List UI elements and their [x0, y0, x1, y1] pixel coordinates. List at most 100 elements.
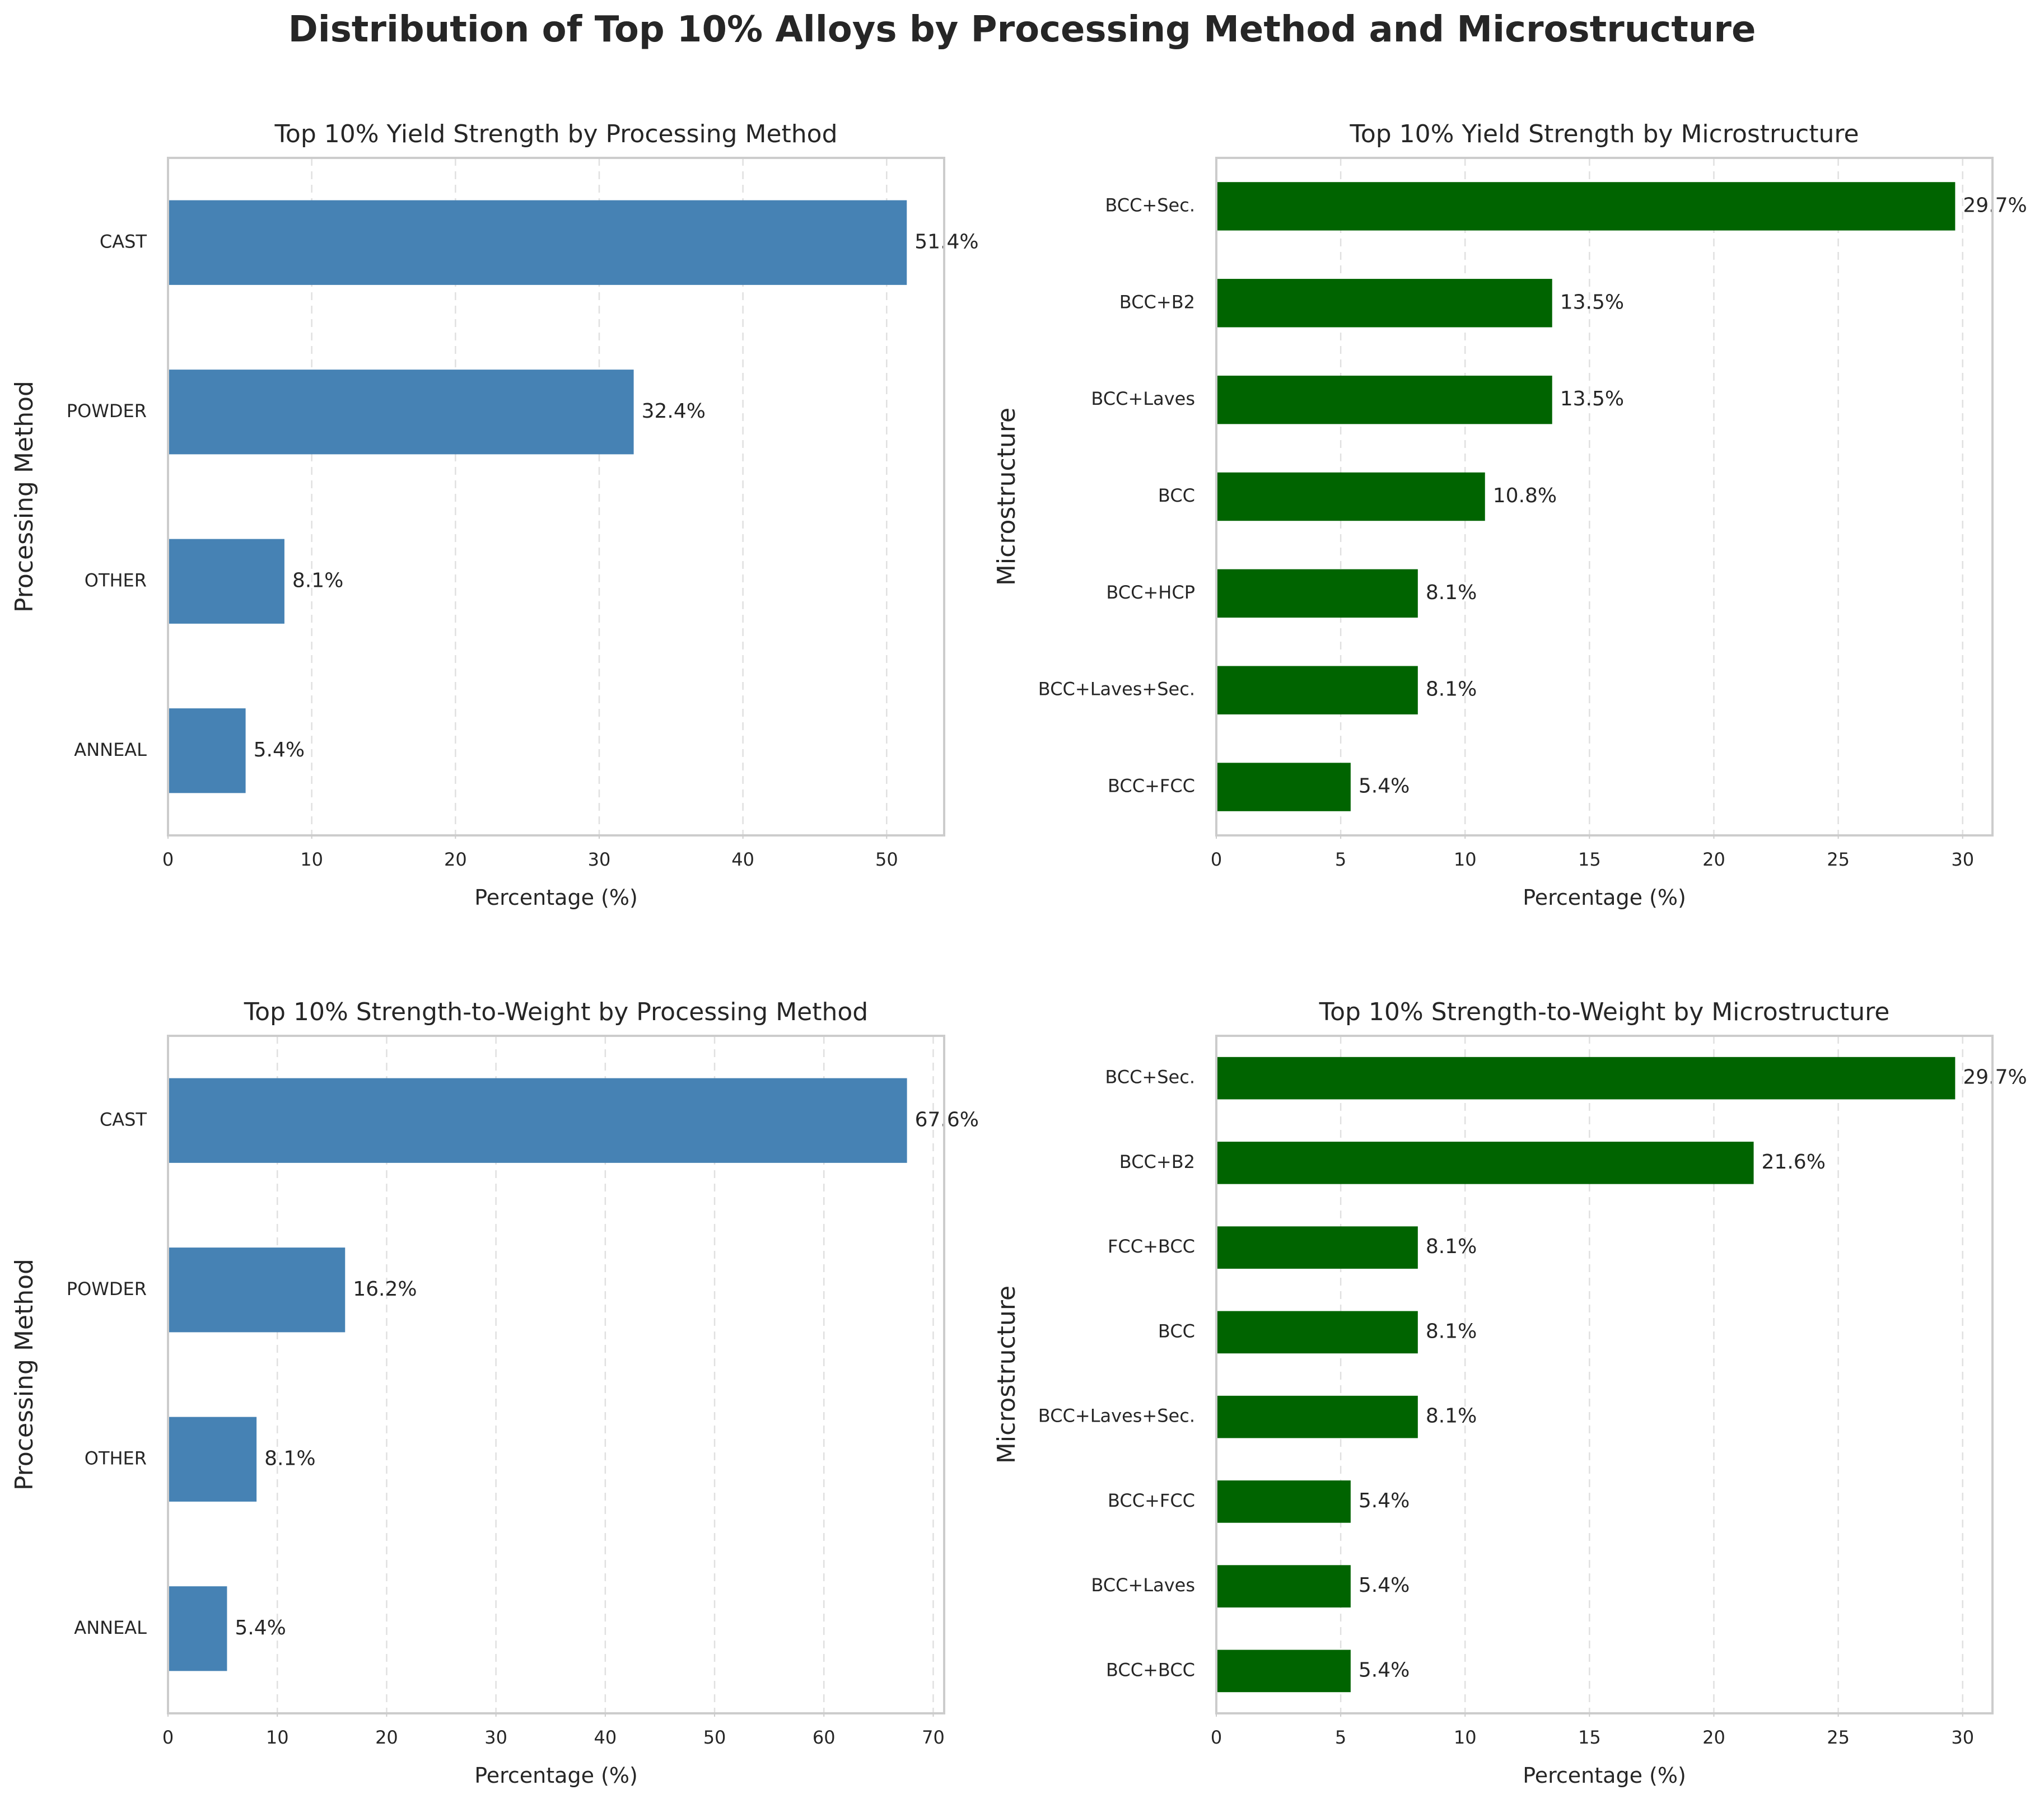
plot-frame — [1215, 157, 1994, 837]
bar — [1216, 666, 1418, 714]
x-tick-label: 10 — [300, 849, 323, 870]
data-label: 8.1% — [1426, 1320, 1477, 1343]
bar — [168, 708, 246, 793]
y-axis-label: Microstructure — [992, 408, 1021, 586]
bar — [1216, 1142, 1754, 1184]
data-label: 13.5% — [1560, 387, 1624, 410]
y-tick-label: OTHER — [85, 1447, 147, 1469]
x-tick-label: 5 — [1335, 849, 1346, 870]
bar — [168, 1417, 257, 1502]
bar — [1216, 279, 1552, 328]
x-tick-label: 0 — [162, 849, 174, 870]
data-label: 5.4% — [1359, 775, 1410, 798]
x-tick-label: 60 — [813, 1727, 836, 1748]
y-tick-label: OTHER — [85, 569, 147, 591]
bar — [1216, 1226, 1418, 1269]
y-tick-label: BCC+FCC — [1108, 1490, 1195, 1511]
data-label: 8.1% — [1426, 678, 1477, 701]
y-tick-label: BCC+Laves+Sec. — [1038, 679, 1195, 700]
bar — [168, 539, 284, 624]
y-tick-label: BCC+HCP — [1106, 582, 1195, 603]
data-label: 32.4% — [642, 400, 706, 423]
bar — [1216, 1650, 1351, 1693]
x-tick-label: 25 — [1827, 1727, 1850, 1748]
bar — [1216, 1395, 1418, 1438]
data-label: 8.1% — [1426, 1405, 1477, 1428]
data-label: 8.1% — [1426, 581, 1477, 604]
x-axis-label: Percentage (%) — [1523, 1763, 1686, 1788]
data-label: 8.1% — [292, 569, 343, 592]
x-tick-label: 70 — [922, 1727, 945, 1748]
y-tick-label: CAST — [100, 231, 147, 252]
y-tick-label: POWDER — [67, 1278, 147, 1300]
data-label: 5.4% — [1359, 1574, 1410, 1597]
x-tick-label: 5 — [1335, 1727, 1346, 1748]
y-tick-label: BCC — [1158, 1320, 1195, 1342]
subplot-title: Top 10% Strength-to-Weight by Microstruc… — [1319, 998, 1890, 1026]
data-label: 8.1% — [1426, 1235, 1477, 1258]
bar — [168, 200, 907, 285]
x-tick-label: 10 — [1454, 1727, 1477, 1748]
y-tick-label: FCC+BCC — [1108, 1236, 1195, 1257]
x-tick-label: 15 — [1578, 849, 1601, 870]
x-tick-label: 10 — [1454, 849, 1477, 870]
bar — [1216, 375, 1552, 424]
data-label: 5.4% — [235, 1616, 286, 1639]
bar — [1216, 1565, 1351, 1608]
x-tick-label: 10 — [266, 1727, 289, 1748]
bar — [168, 1247, 346, 1333]
x-axis-label: Percentage (%) — [474, 885, 638, 910]
subplot-3: 67.6% CAST 16.2% POWDER 8.1% OTHER 5.4% ANNEAL 0… — [10, 998, 979, 1788]
y-tick-label: BCC+B2 — [1119, 1151, 1195, 1172]
x-tick-label: 30 — [484, 1727, 507, 1748]
bar — [1216, 1057, 1956, 1100]
y-tick-label: ANNEAL — [74, 739, 147, 760]
bar — [1216, 1480, 1351, 1523]
bar — [1216, 472, 1485, 521]
x-tick-label: 20 — [444, 849, 467, 870]
subplot-4: 29.7% BCC+Sec. 21.6% BCC+B2 8.1% FCC+BCC 8.1% B… — [992, 998, 2027, 1788]
plot-frame — [1215, 1035, 1994, 1714]
y-tick-label: BCC+Laves+Sec. — [1038, 1405, 1195, 1427]
y-tick-label: CAST — [100, 1109, 147, 1130]
x-tick-label: 40 — [594, 1727, 617, 1748]
x-tick-label: 50 — [703, 1727, 726, 1748]
x-axis-label: Percentage (%) — [474, 1763, 638, 1788]
x-tick-label: 15 — [1578, 1727, 1601, 1748]
data-label: 16.2% — [353, 1278, 417, 1301]
bar — [1216, 763, 1351, 811]
y-axis-label: Microstructure — [992, 1286, 1021, 1464]
bar — [168, 1078, 907, 1163]
data-label: 51.4% — [914, 230, 978, 253]
x-tick-label: 0 — [1211, 1727, 1222, 1748]
data-label: 8.1% — [264, 1447, 315, 1470]
subplot-title: Top 10% Yield Strength by Processing Met… — [274, 120, 838, 148]
y-tick-label: BCC+B2 — [1119, 291, 1195, 312]
subplots-container: 51.4% CAST 32.4% POWDER 8.1% OTHER 5.4% ANNEAL 0… — [10, 120, 2027, 1788]
y-tick-label: BCC+Sec. — [1105, 194, 1195, 216]
x-tick-label: 20 — [375, 1727, 398, 1748]
bar — [1216, 1311, 1418, 1354]
data-label: 5.4% — [1359, 1658, 1410, 1681]
data-label: 67.6% — [915, 1108, 979, 1131]
plot-frame — [167, 157, 945, 837]
bar — [1216, 182, 1956, 231]
y-tick-label: ANNEAL — [74, 1617, 147, 1638]
x-tick-label: 40 — [731, 849, 754, 870]
x-tick-label: 30 — [1951, 1727, 1974, 1748]
x-tick-label: 0 — [162, 1727, 174, 1748]
subplot-2: 29.7% BCC+Sec. 13.5% BCC+B2 13.5% BCC+Laves 10… — [992, 120, 2027, 910]
data-label: 13.5% — [1560, 291, 1624, 314]
data-label: 10.8% — [1493, 484, 1557, 507]
x-tick-label: 30 — [588, 849, 611, 870]
y-tick-label: BCC+FCC — [1108, 775, 1195, 797]
subplot-1: 51.4% CAST 32.4% POWDER 8.1% OTHER 5.4% ANNEAL 0… — [10, 120, 979, 910]
x-tick-label: 0 — [1211, 849, 1222, 870]
y-tick-label: BCC — [1158, 485, 1195, 506]
y-tick-label: BCC+BCC — [1106, 1659, 1195, 1680]
data-label: 5.4% — [1359, 1489, 1410, 1512]
data-label: 21.6% — [1762, 1151, 1826, 1174]
x-tick-label: 20 — [1702, 1727, 1725, 1748]
bar — [168, 1586, 227, 1671]
